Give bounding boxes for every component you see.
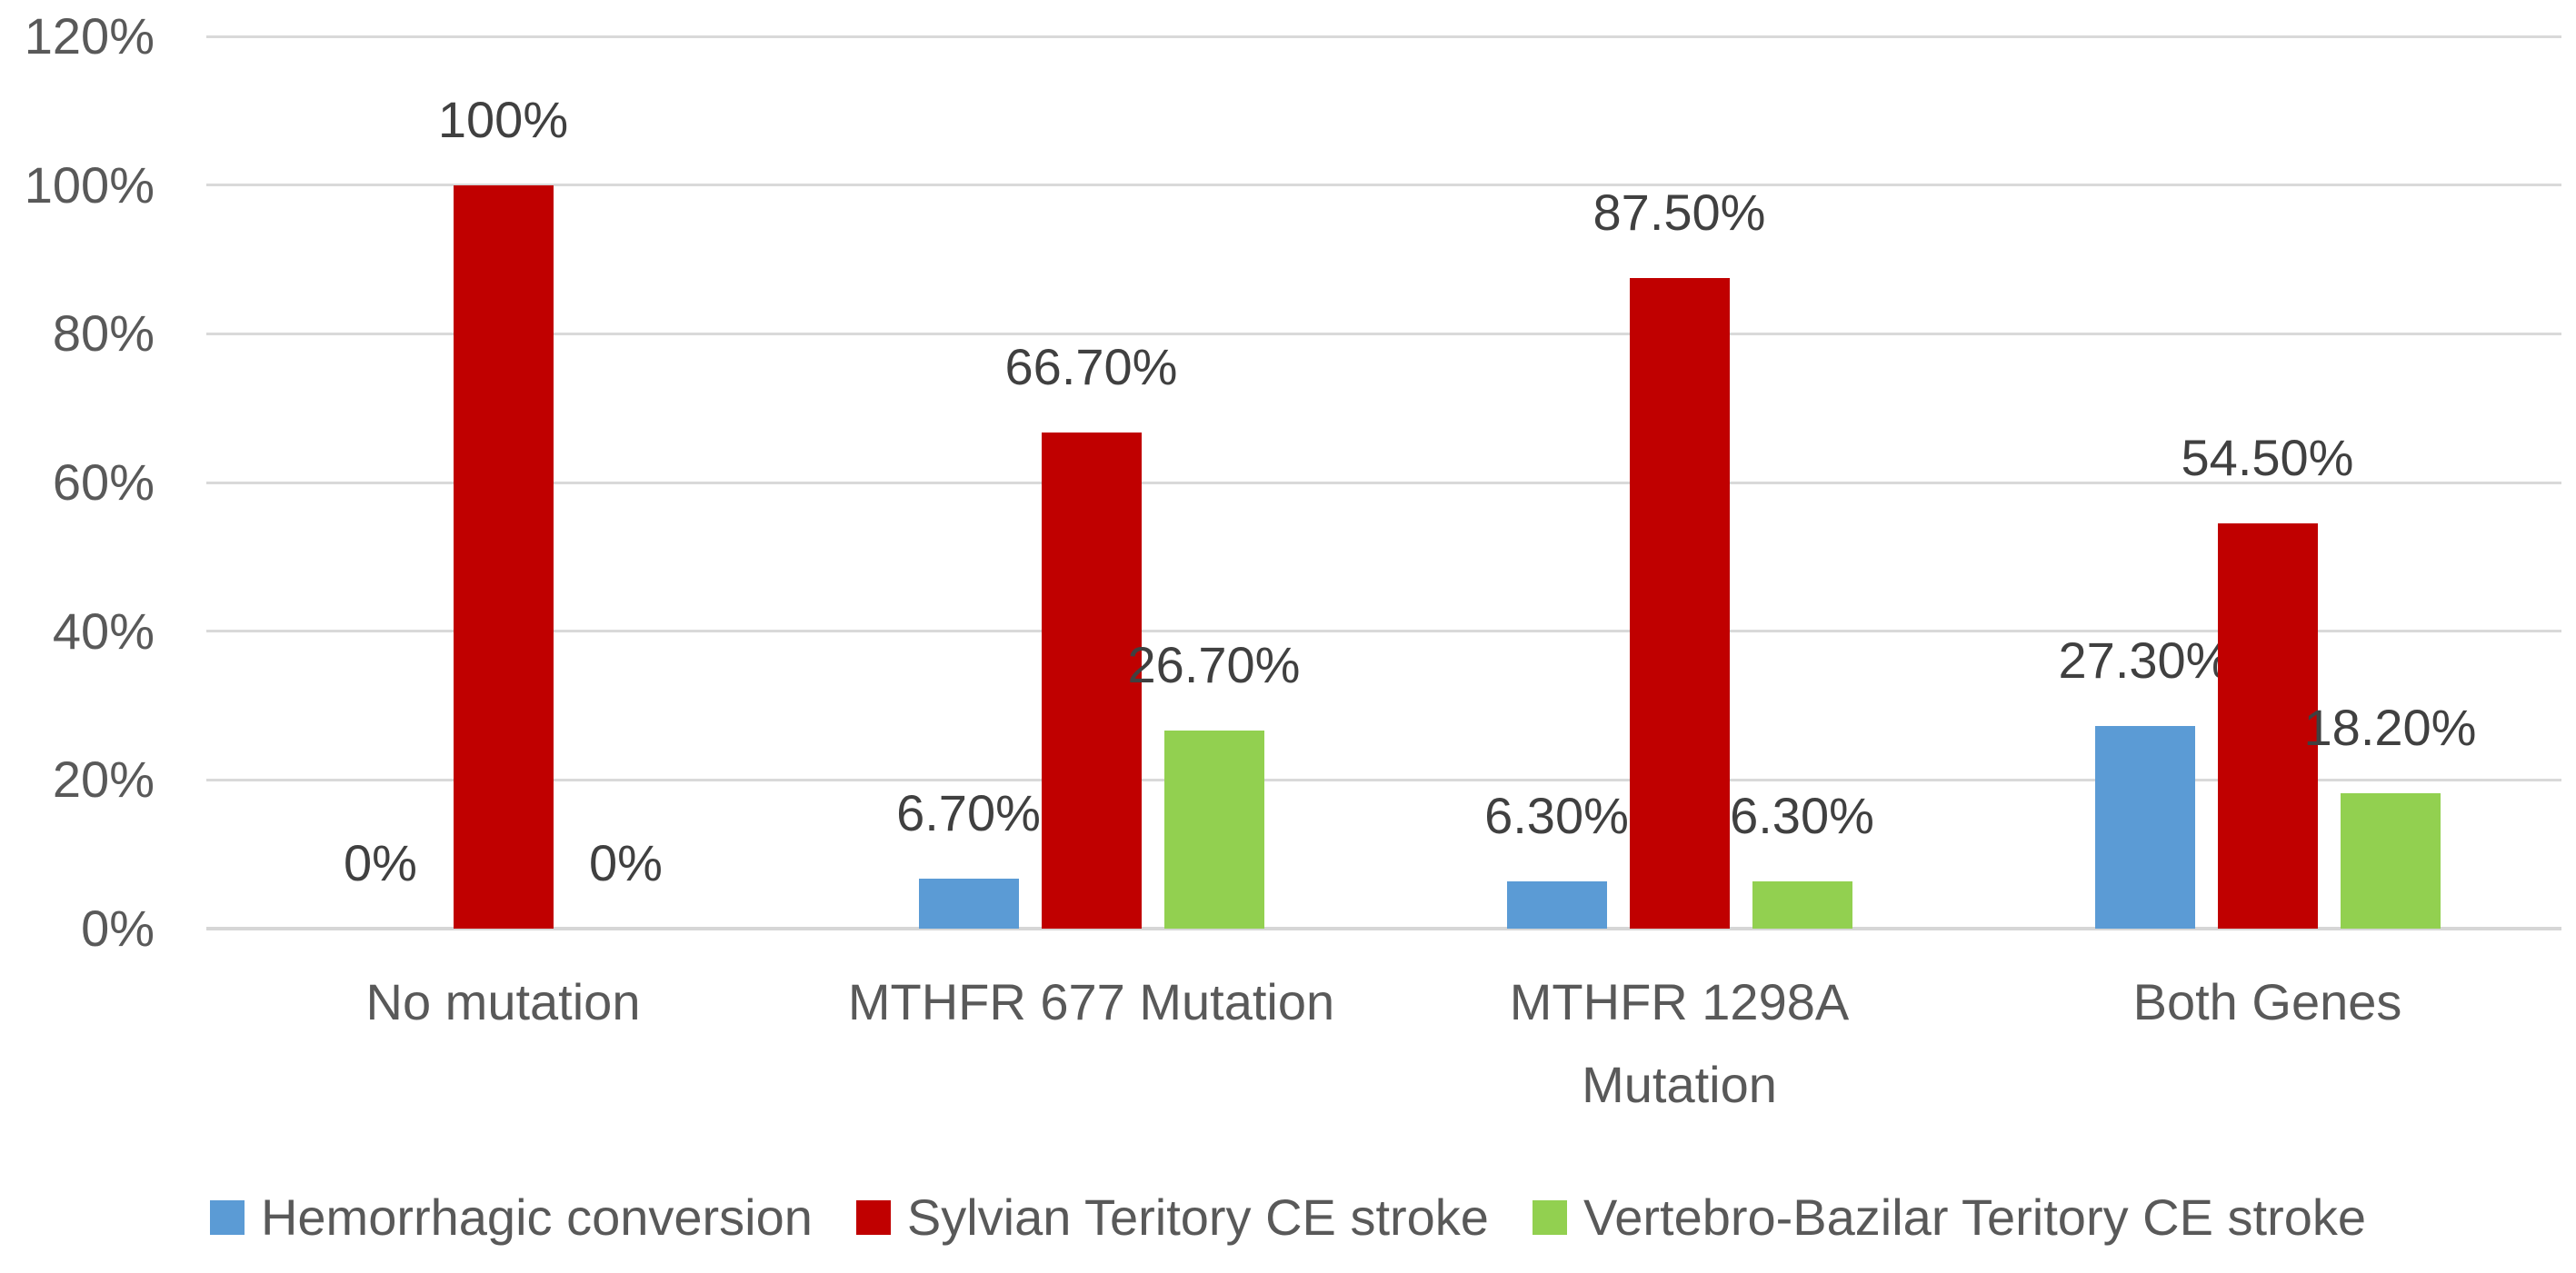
bar-value-label: 0% xyxy=(344,834,417,891)
bar-value-label: 26.70% xyxy=(1127,635,1301,693)
bar xyxy=(2094,725,2195,929)
bar-value-label: 6.30% xyxy=(1730,787,1874,845)
bar-value-label: 87.50% xyxy=(1593,183,1766,241)
bar xyxy=(453,184,554,929)
gridline xyxy=(206,778,2561,781)
y-axis-tick-label: 60% xyxy=(52,453,155,511)
gridline xyxy=(206,630,2561,633)
legend-item: Hemorrhagic conversion xyxy=(209,1188,813,1246)
y-axis-tick-label: 80% xyxy=(52,304,155,363)
category-label: Both Genes xyxy=(2132,973,2402,1030)
bar-value-label: 0% xyxy=(589,834,663,891)
y-axis-tick-label: 40% xyxy=(52,602,155,660)
bar xyxy=(1041,433,1142,929)
gridline xyxy=(206,35,2561,38)
legend-swatch xyxy=(209,1200,245,1235)
bar-value-label: 18.20% xyxy=(2303,699,2477,757)
legend-label: Hemorrhagic conversion xyxy=(260,1188,813,1246)
category-label: MTHFR 677 Mutation xyxy=(847,973,1335,1030)
legend: Hemorrhagic conversion Sylvian Teritory C… xyxy=(0,1192,2576,1243)
y-axis-tick-label: 100% xyxy=(24,155,155,214)
legend-label: Sylvian Teritory CE stroke xyxy=(906,1188,1489,1246)
gridline xyxy=(206,481,2561,484)
bar-value-label: 6.30% xyxy=(1484,787,1629,845)
category-label: No mutation xyxy=(365,973,641,1030)
bar-value-label: 66.70% xyxy=(1004,338,1178,396)
bar xyxy=(918,879,1019,929)
bar xyxy=(1506,881,1607,929)
legend-item: Vertebro-Bazilar Teritory CE stroke xyxy=(1532,1188,2367,1246)
bar xyxy=(1163,730,1264,929)
y-axis-tick-label: 120% xyxy=(24,7,155,65)
gridline xyxy=(206,184,2561,187)
gridline xyxy=(206,332,2561,335)
bar-value-label: 27.30% xyxy=(2058,631,2232,689)
x-axis-line xyxy=(206,927,2561,930)
bar-value-label: 54.50% xyxy=(2181,429,2354,487)
bar xyxy=(1629,277,1730,929)
bar xyxy=(2340,793,2441,929)
bar-value-label: 6.70% xyxy=(896,784,1041,842)
legend-swatch xyxy=(855,1200,891,1235)
category-label: MTHFR 1298A Mutation xyxy=(1509,973,1850,1113)
legend-item: Sylvian Teritory CE stroke xyxy=(855,1188,1489,1246)
bar xyxy=(1752,881,1852,929)
y-axis-tick-label: 0% xyxy=(81,900,155,957)
y-axis-tick-label: 20% xyxy=(52,751,155,809)
bar xyxy=(2217,523,2318,929)
legend-swatch xyxy=(1532,1200,1567,1235)
bar-value-label: 100% xyxy=(437,90,569,148)
legend-label: Vertebro-Bazilar Teritory CE stroke xyxy=(1583,1188,2367,1246)
